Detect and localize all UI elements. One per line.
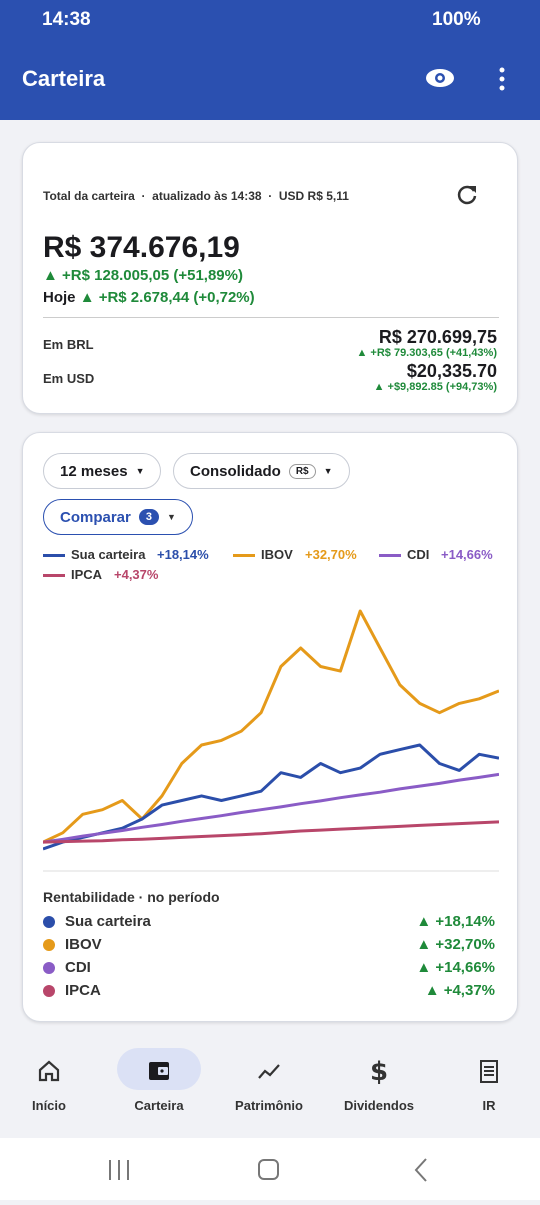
- nav-label[interactable]: Carteira: [134, 1098, 184, 1113]
- legend-change: +4,37%: [114, 567, 159, 582]
- perf-name: IBOV: [65, 936, 102, 953]
- row-gain: ▲ +$9,892.85 (+94,73%): [373, 381, 497, 393]
- currency-badge: R$: [288, 463, 316, 479]
- row-value: $20,335.70: [406, 361, 497, 381]
- nav-icon[interactable]: $: [366, 1058, 392, 1084]
- summary-gain: +R$ 128.005,05 (+51,89%): [62, 267, 243, 284]
- summary-gain-row: ▲ +R$ 128.005,05 (+51,89%): [43, 267, 243, 284]
- legend-name: IPCA: [71, 567, 103, 582]
- legend-swatch: [43, 574, 65, 577]
- perf-dot: [43, 939, 55, 951]
- perf-name: CDI: [65, 959, 91, 976]
- summary-label: Total da carteira: [43, 189, 135, 203]
- perf-name: Sua carteira: [65, 913, 151, 930]
- legend-change: +18,14%: [157, 547, 209, 562]
- refresh-icon[interactable]: [455, 183, 479, 207]
- chart: [43, 609, 499, 872]
- legend-swatch: [379, 554, 401, 557]
- bottom-nav: Início Carteira Patrimônio $ Dividendos IR: [0, 1032, 540, 1138]
- legend-name: CDI: [407, 547, 430, 562]
- app-title: Carteira: [22, 66, 106, 91]
- summary-today-row: Hoje ▲ +R$ 2.678,44 (+0,72%): [43, 289, 255, 306]
- legend-name: IBOV: [261, 547, 293, 562]
- perf-dot: [43, 916, 55, 928]
- row-label: Em BRL: [43, 337, 94, 352]
- summary-rate: USD R$ 5,11: [278, 189, 349, 203]
- svg-text:$: $: [370, 1058, 388, 1084]
- legend-change: +14,66%: [441, 547, 493, 562]
- app-header: 14:38 100% Carteira: [0, 0, 540, 120]
- perf-change: ▲ +14,66%: [416, 959, 495, 976]
- summary-meta: Total da carteira · atualizado às 14:38 …: [43, 189, 349, 203]
- status-time: 14:38: [42, 9, 91, 30]
- perf-change: ▲ +18,14%: [416, 913, 495, 930]
- period-filter[interactable]: 12 meses ▼: [43, 453, 162, 489]
- legend-swatch: [233, 554, 255, 557]
- visibility-icon[interactable]: [424, 66, 456, 90]
- nav-icon[interactable]: [146, 1058, 172, 1084]
- today-gain: +R$ 2.678,44 (+0,72%): [98, 289, 255, 306]
- summary-total: R$ 374.676,19: [43, 231, 240, 264]
- perf-dot: [43, 962, 55, 974]
- compare-text: Comparar: [60, 508, 131, 526]
- nav-label[interactable]: Patrimônio: [235, 1098, 303, 1113]
- legend-name: Sua carteira: [71, 547, 146, 562]
- menu-icon[interactable]: [496, 66, 508, 92]
- divider: [43, 317, 499, 318]
- perf-change: ▲ +32,70%: [416, 936, 495, 953]
- series-line: [43, 772, 499, 844]
- nav-icon[interactable]: [36, 1058, 62, 1084]
- legend-swatch: [43, 554, 65, 557]
- row-value: R$ 270.699,75: [378, 327, 497, 347]
- nav-icon[interactable]: [256, 1058, 282, 1084]
- summary-card: Total da carteira · atualizado às 14:38 …: [22, 142, 518, 414]
- chart-card: 12 meses ▼ Consolidado R$ ▼ Comparar 3 ▼ Sua …: [22, 432, 518, 1022]
- perf-name: IPCA: [65, 982, 101, 999]
- row-label: Em USD: [43, 371, 95, 386]
- performance-title: Rentabilidade · no período: [43, 889, 220, 905]
- nav-icon[interactable]: [476, 1058, 502, 1084]
- series-line: [43, 609, 499, 844]
- status-battery: 100%: [432, 9, 481, 30]
- row-gain: ▲ +R$ 79.303,65 (+41,43%): [356, 347, 497, 359]
- legend-change: +32,70%: [305, 547, 357, 562]
- summary-updated: atualizado às 14:38: [152, 189, 262, 203]
- system-buttons: [109, 1158, 427, 1182]
- nav-label[interactable]: IR: [482, 1098, 496, 1113]
- series-line: [43, 820, 499, 844]
- series-line: [43, 743, 499, 851]
- mode-text: Consolidado: [190, 462, 281, 480]
- system-nav: [0, 1138, 540, 1200]
- today-label: Hoje: [43, 289, 76, 306]
- compare-button[interactable]: Comparar 3 ▼: [43, 499, 193, 535]
- perf-change: ▲ +4,37%: [424, 982, 495, 999]
- perf-dot: [43, 985, 55, 997]
- mode-filter[interactable]: Consolidado R$ ▼: [173, 453, 350, 489]
- nav-label[interactable]: Início: [32, 1098, 66, 1113]
- nav-label[interactable]: Dividendos: [343, 1098, 415, 1113]
- period-text: 12 meses: [60, 462, 128, 480]
- compare-count: 3: [138, 509, 159, 525]
